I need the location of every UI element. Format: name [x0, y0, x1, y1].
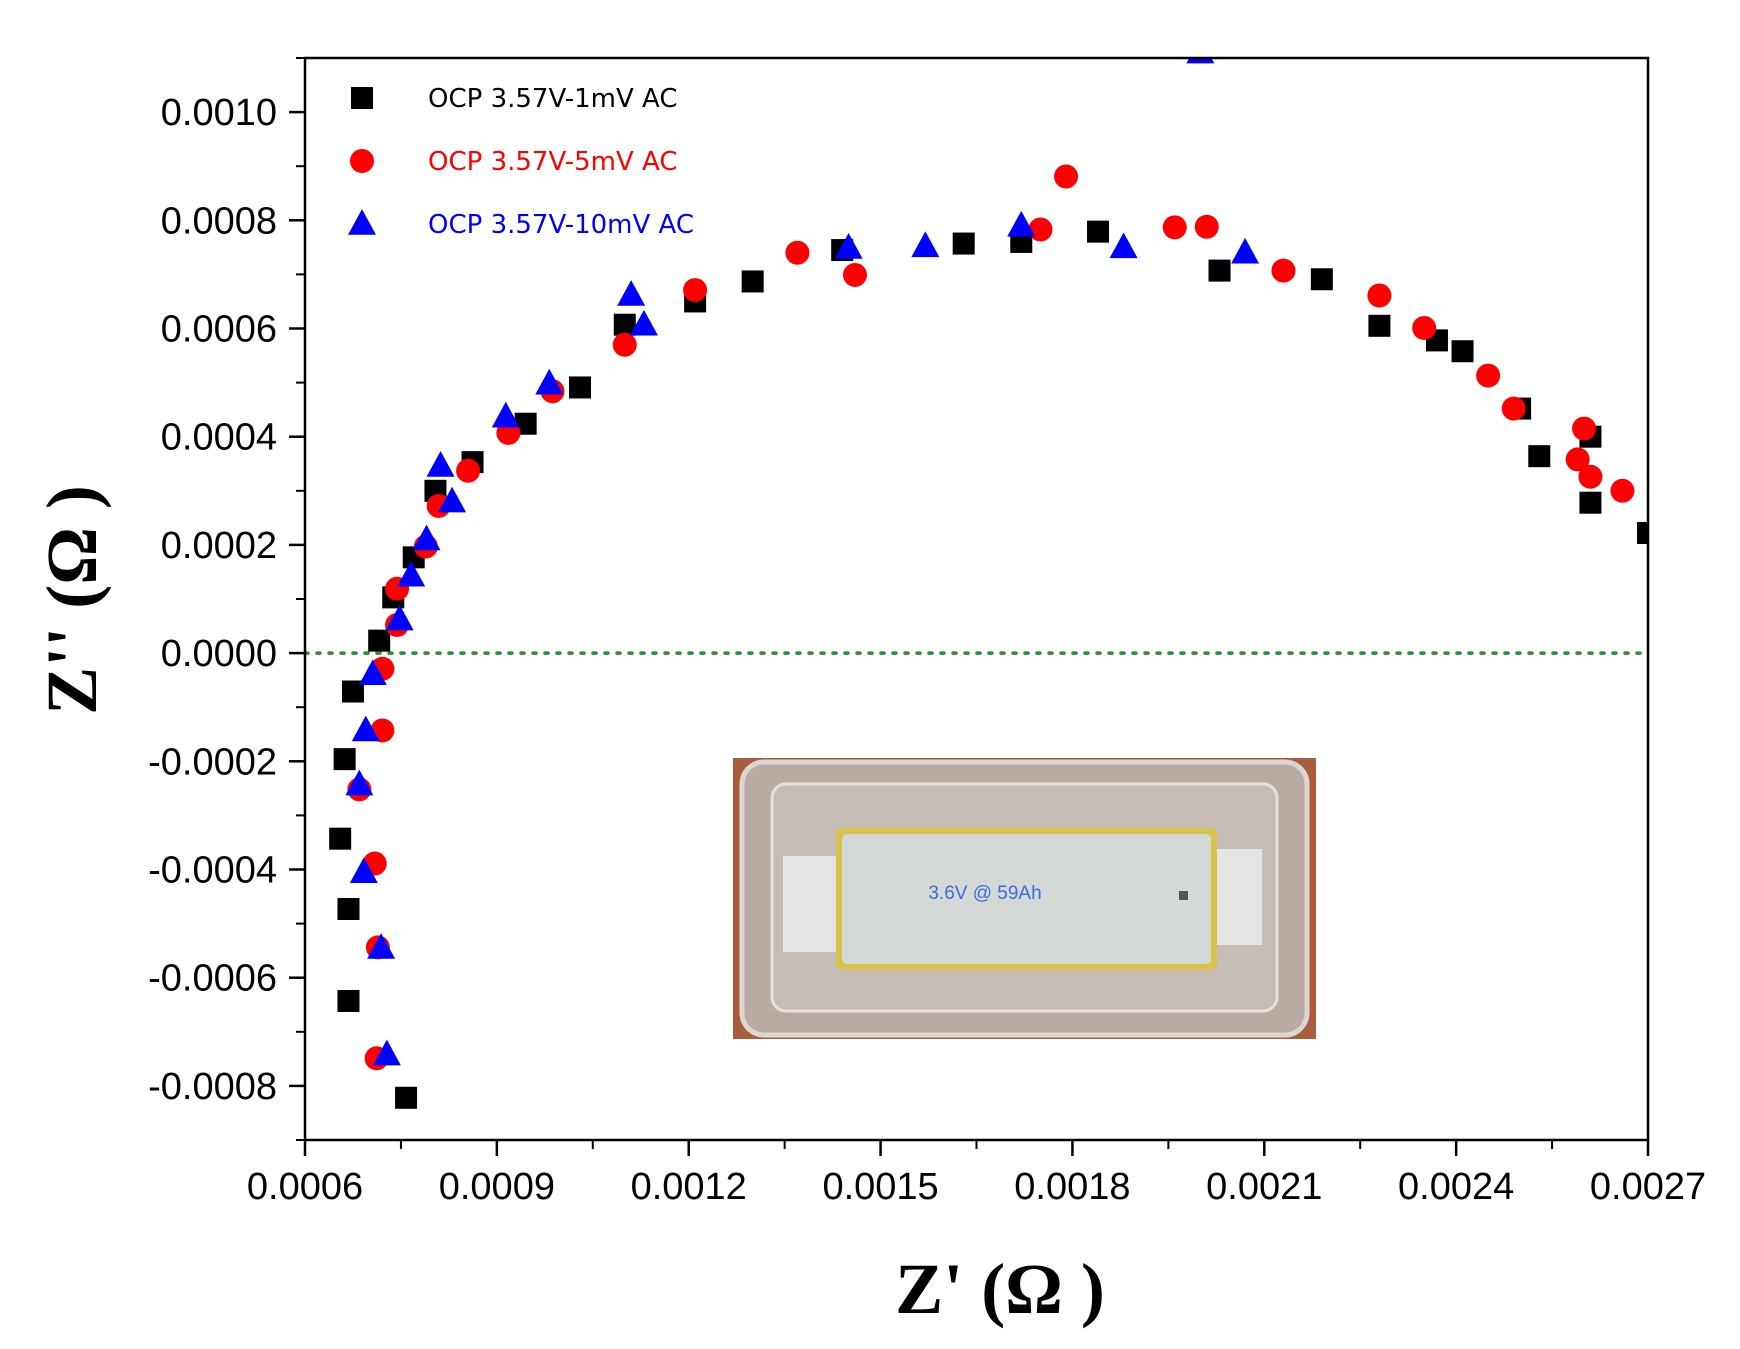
legend-marker-circle: [350, 149, 374, 173]
data-point-square: [337, 989, 360, 1012]
inset-label: 3.6V @ 59Ah: [928, 883, 1041, 904]
data-point-circle: [1565, 447, 1590, 472]
data-point-triangle: [397, 560, 426, 587]
y-tick-label: 0.0000: [161, 633, 277, 675]
data-point-triangle: [385, 604, 414, 631]
data-point-circle: [1367, 283, 1392, 308]
data-point-circle: [1578, 464, 1603, 489]
inset-tab-left: [783, 856, 843, 952]
data-point-circle: [683, 278, 708, 303]
data-point-square: [1451, 340, 1474, 363]
data-point-triangle: [351, 715, 380, 742]
y-tick-label: -0.0004: [148, 850, 277, 892]
y-tick-label: 0.0004: [161, 417, 277, 459]
data-point-square: [395, 1086, 418, 1109]
data-point-square: [1087, 220, 1110, 243]
legend-label: OCP 3.57V-1mV AC: [428, 84, 678, 114]
data-point-circle: [1476, 363, 1501, 388]
data-point-triangle: [345, 769, 374, 796]
data-point-square: [329, 827, 352, 850]
data-point-triangle: [491, 401, 520, 428]
data-point-square: [514, 412, 537, 435]
x-axis-title: Z' (Ω ): [895, 1249, 1105, 1329]
data-point-square: [333, 748, 356, 771]
series-square: [329, 220, 1648, 1109]
y-axis-title: Z'' (Ω ): [32, 485, 112, 715]
data-marks: [329, 58, 1648, 1109]
data-point-circle: [456, 458, 481, 483]
y-tick-label: 0.0002: [161, 525, 277, 567]
legend-label: OCP 3.57V-5mV AC: [428, 147, 678, 177]
data-point-square: [341, 680, 364, 703]
data-point-triangle: [367, 933, 396, 959]
data-point-circle: [1610, 478, 1635, 503]
data-point-triangle: [426, 451, 455, 477]
y-tick-label: -0.0002: [148, 741, 277, 783]
x-tick-label: 0.0015: [822, 1166, 938, 1208]
y-tick-label: -0.0006: [148, 958, 277, 1000]
data-point-square: [368, 629, 391, 652]
data-point-triangle: [1109, 232, 1138, 259]
data-point-square: [613, 313, 636, 336]
data-point-circle: [1054, 164, 1079, 189]
data-point-triangle: [535, 368, 564, 395]
data-point-circle: [1501, 396, 1526, 421]
data-point-triangle: [1231, 237, 1260, 264]
data-point-square: [741, 270, 764, 293]
data-point-triangle: [349, 857, 378, 884]
x-tick-label: 0.0024: [1398, 1166, 1514, 1208]
data-point-triangle: [372, 1039, 401, 1066]
data-point-square: [337, 897, 360, 920]
x-tick-label: 0.0018: [1014, 1166, 1130, 1208]
data-point-square: [1637, 521, 1648, 544]
data-point-square: [952, 232, 975, 255]
data-point-triangle: [1007, 210, 1036, 237]
series-triangle: [345, 58, 1260, 1066]
battery-photo-inset: 3.6V @ 59Ah: [733, 758, 1316, 1039]
legend-marker-square: [351, 87, 373, 109]
inset-cell-body: [842, 834, 1211, 964]
data-point-circle: [1194, 214, 1219, 239]
legend-marker-triangle: [348, 209, 376, 235]
x-tick-label: 0.0006: [247, 1166, 363, 1208]
data-point-circle: [1162, 215, 1187, 240]
data-point-circle: [1271, 258, 1296, 283]
x-tick-label: 0.0027: [1590, 1166, 1706, 1208]
y-tick-label: 0.0008: [161, 200, 277, 242]
data-point-triangle: [629, 309, 658, 336]
y-tick-label: 0.0010: [161, 92, 277, 134]
data-point-triangle: [412, 524, 441, 551]
data-point-square: [1310, 268, 1333, 291]
data-point-circle: [1572, 416, 1597, 441]
data-point-square: [1368, 314, 1391, 337]
data-point-circle: [842, 262, 867, 287]
data-point-triangle: [911, 231, 940, 258]
data-point-square: [1579, 491, 1602, 514]
data-point-triangle: [617, 280, 646, 306]
y-tick-label: -0.0008: [148, 1066, 277, 1108]
x-tick-label: 0.0012: [631, 1166, 747, 1208]
data-point-circle: [1028, 217, 1053, 242]
data-point-square: [1208, 259, 1231, 282]
data-point-square: [568, 376, 591, 399]
data-point-triangle: [438, 486, 467, 513]
x-tick-label: 0.0009: [439, 1166, 555, 1208]
legend-label: OCP 3.57V-10mV AC: [428, 210, 694, 240]
y-axis-ticks: 0.0010 0.0008 0.0006 0.0004 0.0002 0.0000 -0.0…: [148, 57, 305, 1141]
x-tick-label: 0.0021: [1206, 1166, 1322, 1208]
inset-qr-code: [1179, 891, 1188, 900]
data-point-circle: [612, 332, 637, 357]
legend: OCP 3.57V-1mV AC OCP 3.57V-5mV AC OCP 3.57…: [348, 84, 694, 240]
y-tick-label: 0.0006: [161, 309, 277, 351]
data-point-triangle: [358, 659, 387, 685]
data-point-circle: [785, 240, 810, 265]
data-point-circle: [1412, 315, 1437, 340]
data-point-square: [1528, 445, 1551, 468]
x-axis-ticks: 0.0006 0.0009 0.0012 0.0015 0.0018 0.0021 0.00…: [247, 1140, 1706, 1208]
data-point-triangle: [834, 233, 863, 259]
data-point-triangle: [1186, 58, 1215, 64]
